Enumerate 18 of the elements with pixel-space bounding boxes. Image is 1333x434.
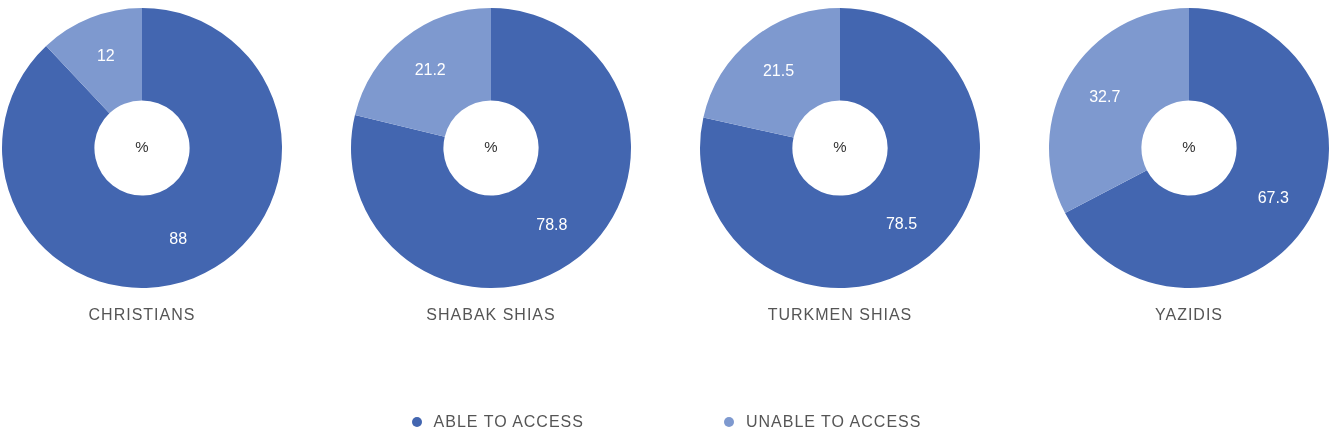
data-label: 21.5 xyxy=(762,61,795,79)
text: CHRISTIANS xyxy=(87,306,197,324)
text: % xyxy=(135,138,149,156)
text: SHABAK SHIAS xyxy=(425,306,557,324)
text: % xyxy=(1182,138,1196,156)
legend-label: ABLE TO ACCESS xyxy=(433,413,584,431)
text: YAZIDIS xyxy=(1153,306,1224,324)
text: TURKMEN SHIAS xyxy=(766,306,914,324)
data-label: 12 xyxy=(96,46,115,64)
data-label: 88 xyxy=(169,229,188,247)
data-label: 21.2 xyxy=(414,61,446,79)
text: % xyxy=(833,138,847,156)
data-label: 78.8 xyxy=(536,215,568,233)
data-label: 67.3 xyxy=(1257,189,1289,207)
legend-label: UNABLE TO ACCESS xyxy=(745,413,922,431)
data-label: 78.5 xyxy=(885,215,918,233)
data-label: 32.7 xyxy=(1089,87,1121,105)
text: % xyxy=(484,138,498,156)
